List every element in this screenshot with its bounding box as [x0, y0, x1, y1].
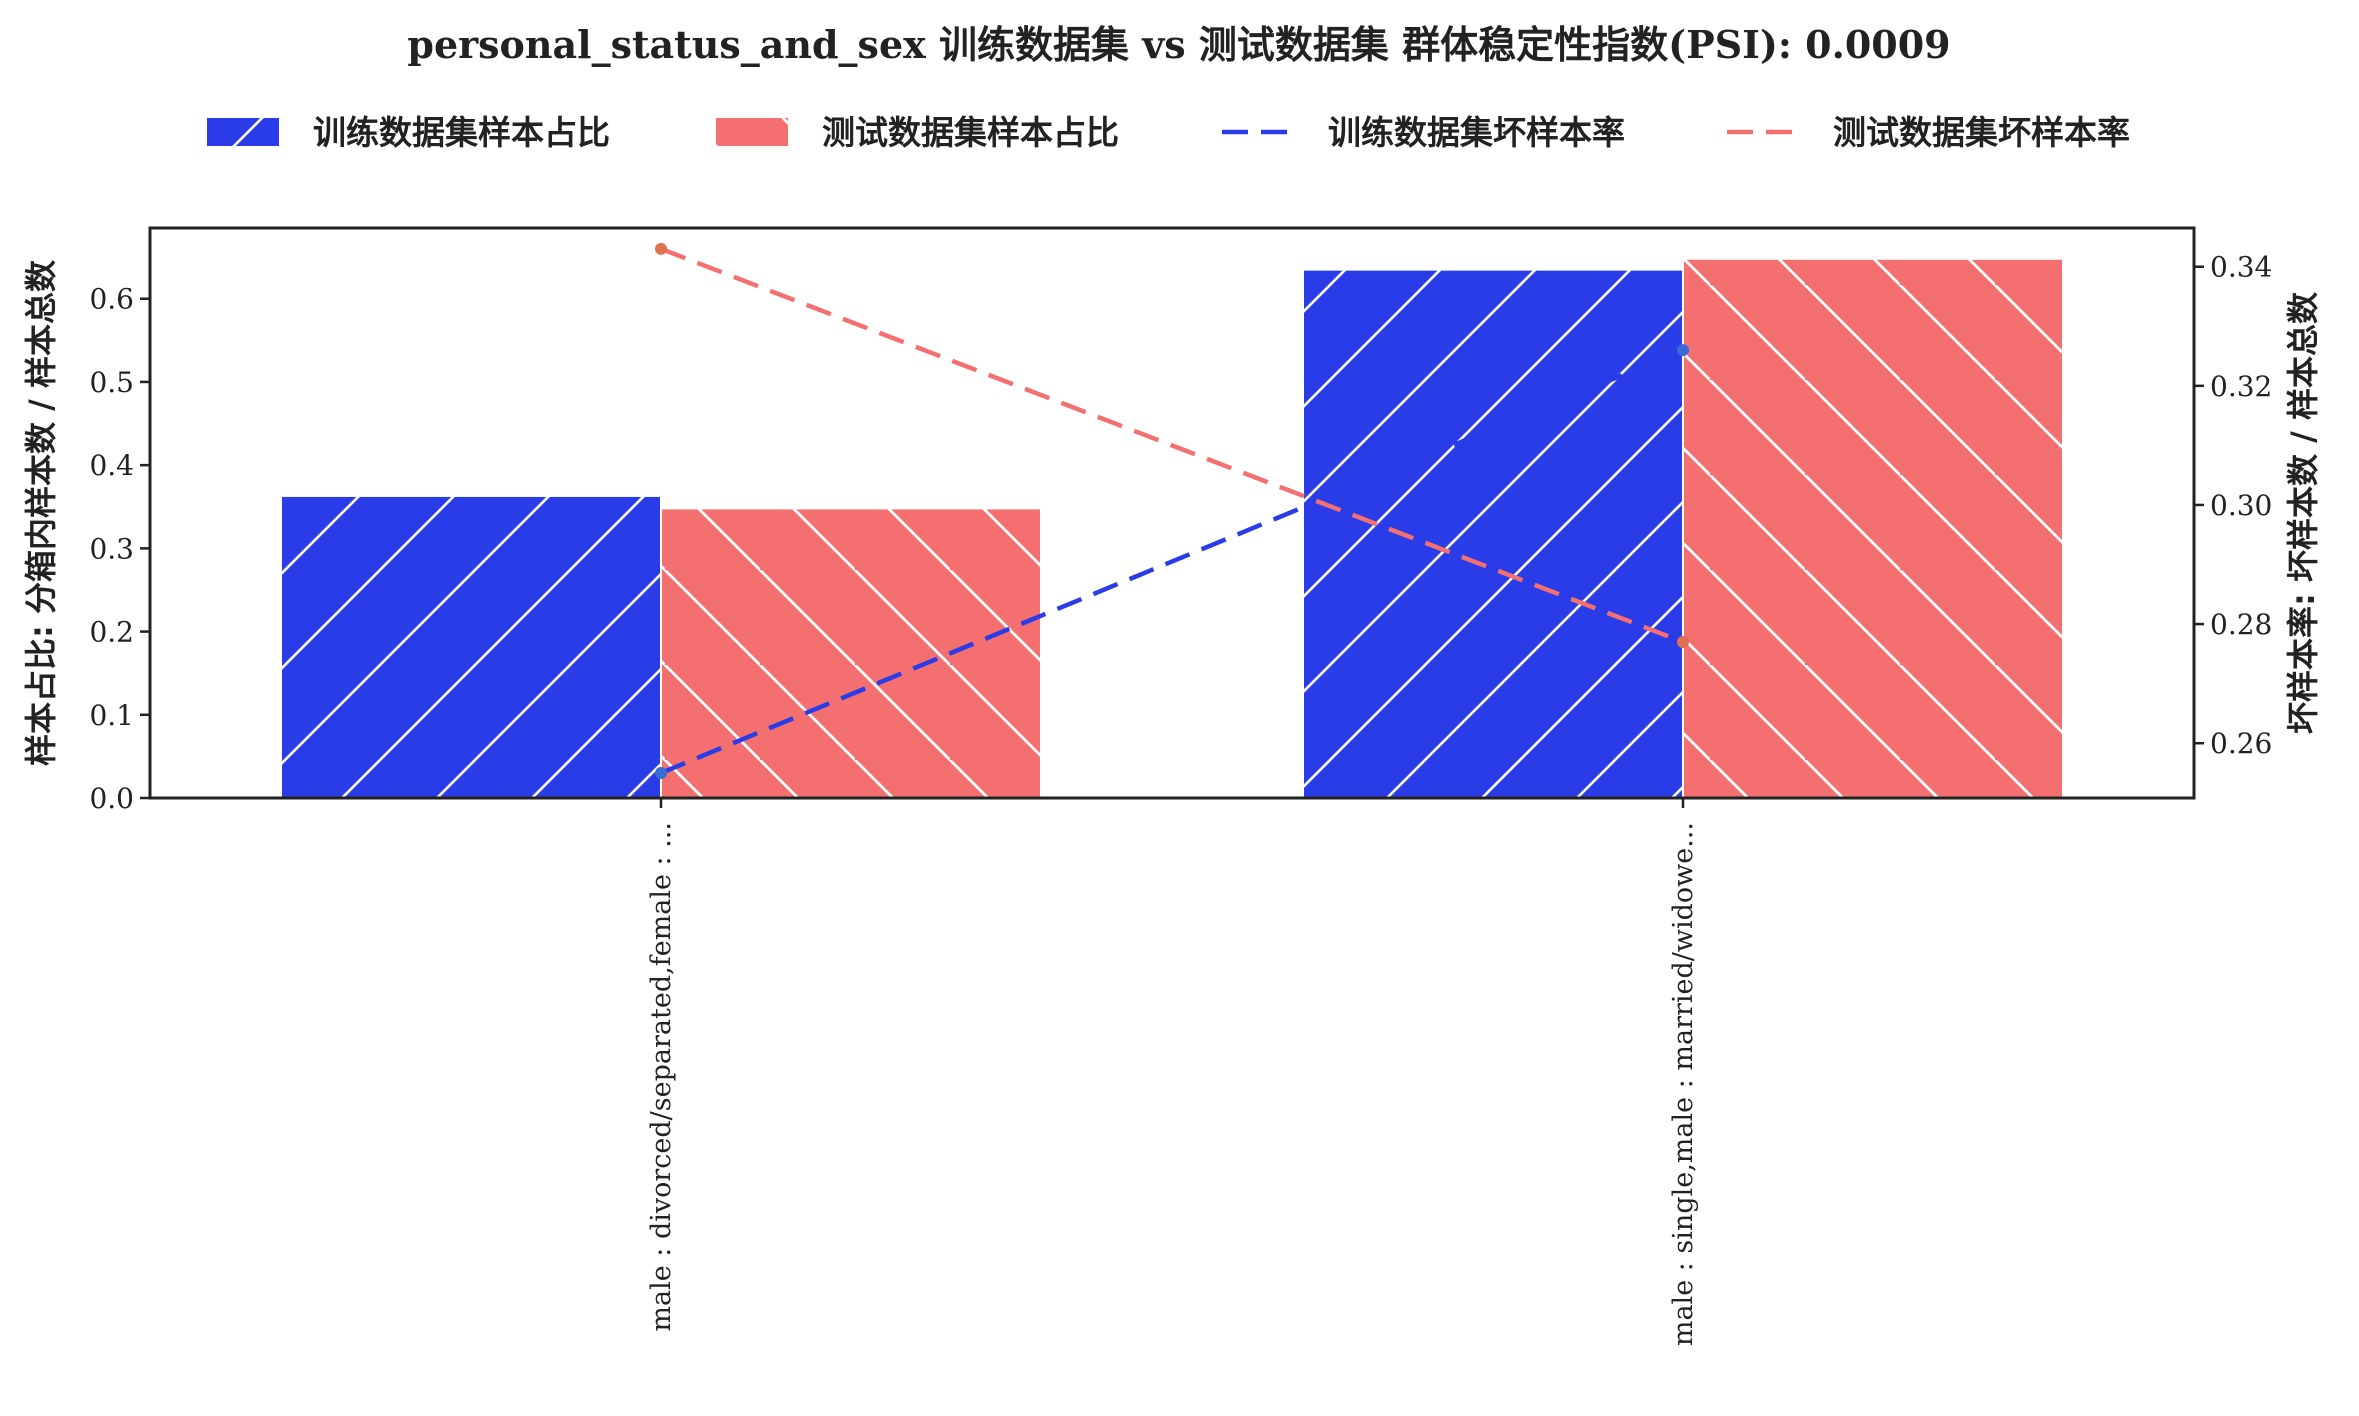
legend-swatch-hatch-1: [716, 118, 788, 146]
xtick-label-0: male : divorced/separated,female : ...: [646, 822, 677, 1332]
ytick-label-4: 0.4: [89, 449, 134, 482]
legend-swatch-hatch-0: [207, 118, 279, 146]
bar-hatch-1-0: [660, 507, 1042, 799]
x-axis-categories: male : divorced/separated,female : ... ma…: [646, 798, 1699, 1346]
y2tick-label-2: 0.30: [2210, 489, 2272, 522]
bar-hatch-0-1: [1302, 268, 1684, 799]
line-series-0: [660, 348, 1684, 776]
xtick-label-1: male : single,male : married/widowe...: [1668, 822, 1699, 1346]
line-point-1-1: [1677, 635, 1689, 648]
chart-title: personal_status_and_sex 训练数据集 vs 测试数据集 群…: [407, 22, 1950, 67]
legend-label-0: 训练数据集样本占比: [313, 113, 610, 152]
legend-label-3: 测试数据集坏样本率: [1833, 113, 2130, 152]
y2tick-label-4: 0.34: [2210, 251, 2272, 284]
right-axis-ticks: 0.26 0.28 0.30 0.32 0.34: [2194, 251, 2272, 760]
bar-hatch-0-0: [280, 494, 662, 799]
y-axis-label: 样本占比: 分箱内样本数 / 样本总数: [22, 259, 60, 766]
ytick-label-6: 0.6: [89, 283, 134, 316]
line-series-1: [660, 246, 1684, 645]
bars-layer: [280, 257, 2064, 799]
ytick-label-5: 0.5: [89, 366, 134, 399]
ytick-label-1: 0.1: [89, 699, 134, 732]
y2tick-label-0: 0.26: [2210, 727, 2272, 760]
y2tick-label-1: 0.28: [2210, 608, 2272, 641]
lines-layer: [655, 242, 1689, 779]
ytick-label-3: 0.3: [89, 532, 134, 565]
ytick-label-2: 0.2: [89, 616, 134, 649]
bar-hatch-1-1: [1682, 257, 2064, 799]
left-axis-ticks: 0.0 0.1 0.2 0.3 0.4 0.5 0.6: [89, 283, 150, 815]
y2-axis-label: 坏样本率: 坏样本数 / 样本总数: [2284, 291, 2322, 734]
legend-label-1: 测试数据集样本占比: [822, 113, 1119, 152]
ytick-label-0: 0.0: [89, 782, 134, 815]
legend: 训练数据集样本占比 测试数据集样本占比 训练数据集坏样本率 测试数据集坏样本率: [207, 113, 2130, 152]
line-point-0-1: [1677, 344, 1689, 357]
plot-frame: [148, 226, 2196, 800]
legend-label-2: 训练数据集坏样本率: [1328, 113, 1625, 152]
y2tick-label-3: 0.32: [2210, 370, 2272, 403]
line-point-1-0: [655, 242, 667, 255]
line-point-0-0: [655, 766, 667, 779]
